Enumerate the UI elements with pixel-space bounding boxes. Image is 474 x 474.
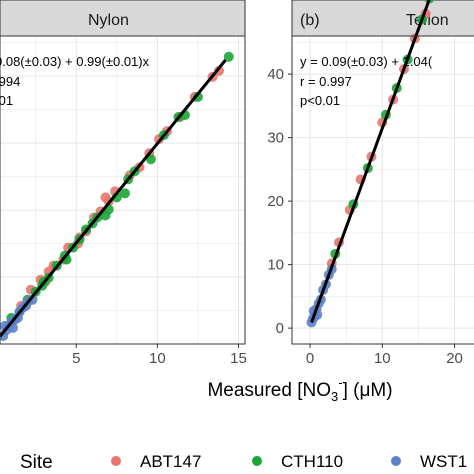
x-tick-label: 20 <box>446 350 463 367</box>
x-tick-label: 15 <box>230 350 247 367</box>
p-value-teflon: p<0.01 <box>300 93 340 108</box>
legend-key-cth110 <box>252 456 262 466</box>
strip-title-nylon: Nylon <box>88 12 129 29</box>
y-tick-label: 10 <box>267 257 284 274</box>
y-tick-label: 0 <box>276 320 284 337</box>
x-axis-title: Measured [NO3-] (μM) <box>207 375 392 404</box>
x-tick-label: 0 <box>306 350 314 367</box>
y-ticks-teflon: 0 10 20 30 40 <box>267 66 292 337</box>
legend-label-wst: WST1 <box>420 452 467 471</box>
y-tick-label: 40 <box>267 66 284 83</box>
data-point-cth110 <box>119 188 130 199</box>
legend-label-cth110: CTH110 <box>281 452 343 471</box>
x-tick-label: 5 <box>72 350 80 367</box>
regression-line <box>310 0 431 323</box>
equation-nylon: 0.08(±0.03) + 0.99(±0.01)x <box>0 54 150 69</box>
x-axis-title-sup: - <box>338 375 342 390</box>
y-tick-label: 30 <box>267 130 284 147</box>
panel-label-b: (b) <box>300 12 320 29</box>
equation-teflon: y = 0.09(±0.03) + 1.04( <box>300 54 433 69</box>
r-value-teflon: r = 0.997 <box>300 74 352 89</box>
strip-nylon <box>0 0 246 37</box>
legend-label-abt147: ABT147 <box>140 452 201 471</box>
legend: Site ABT147 CTH110 WST1 <box>20 452 467 473</box>
data-point-cth110 <box>192 91 203 102</box>
p-value-nylon: .01 <box>0 93 13 108</box>
plot-border-nylon <box>0 35 246 345</box>
x-axis-title-prefix: Measured [NO <box>207 380 331 401</box>
x-tick-label: 10 <box>374 350 391 367</box>
strip-title-teflon: Teflon <box>406 12 449 29</box>
data-point-abt147 <box>100 192 111 203</box>
panel-nylon: Nylon 0.08(±0.03) + 0.99(±0.01)x .994 .0… <box>0 0 247 367</box>
r-value-nylon: .994 <box>0 74 20 89</box>
x-tick-label: 10 <box>149 350 166 367</box>
fit-line-nylon <box>0 59 227 338</box>
x-axis-title-suffix: ] (μM) <box>343 380 393 401</box>
data-point-wst109 <box>27 294 38 305</box>
legend-key-wst <box>391 456 401 466</box>
legend-key-abt147 <box>111 456 121 466</box>
plot-border-teflon <box>291 35 474 345</box>
data-point-cth110 <box>223 51 234 62</box>
fit-line-teflon <box>310 0 431 323</box>
x-ticks-teflon: 0 10 20 <box>306 344 463 367</box>
y-tick-label: 20 <box>267 193 284 210</box>
panel-teflon: (b) Teflon y = 0.09(±0.03) + 1.04( r = 0… <box>267 0 474 367</box>
legend-title: Site <box>20 452 53 473</box>
x-ticks-nylon: 5 10 15 <box>72 344 247 367</box>
regression-line <box>0 59 227 338</box>
x-axis-title-sub: 3 <box>331 389 338 404</box>
